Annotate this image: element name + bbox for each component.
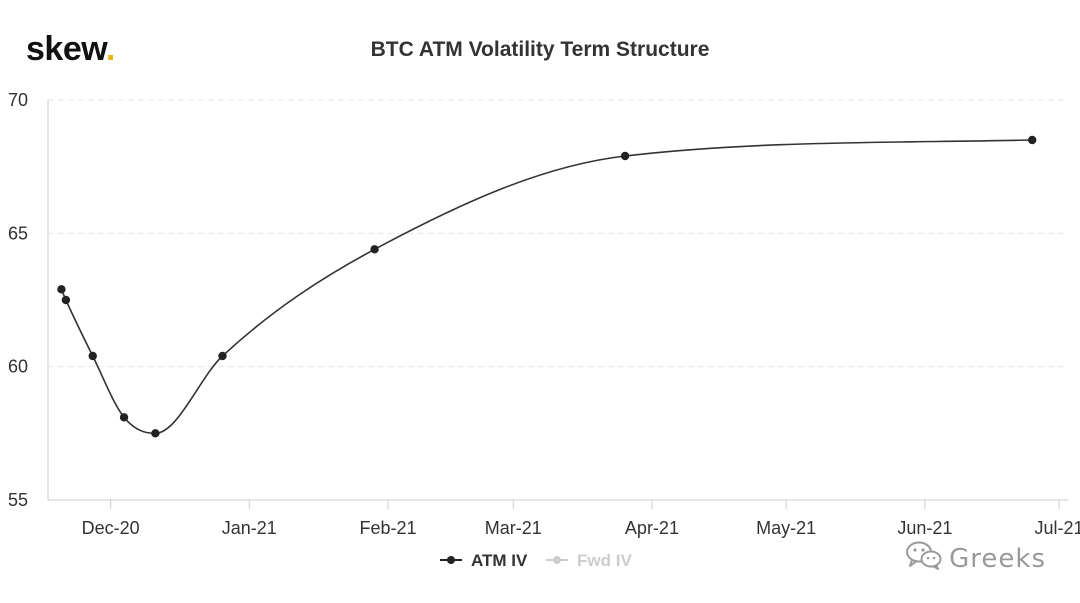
y-tick-label: 60 bbox=[8, 357, 28, 377]
x-tick-label: Mar-21 bbox=[485, 518, 542, 538]
y-tick-label: 70 bbox=[8, 90, 28, 110]
legend: ATM IV Fwd IV bbox=[440, 551, 632, 570]
x-tick-label: Dec-20 bbox=[82, 518, 140, 538]
y-tick-label: 65 bbox=[8, 223, 28, 243]
x-tick-label: Jan-21 bbox=[222, 518, 277, 538]
data-point bbox=[57, 285, 66, 294]
watermark: Greeks bbox=[905, 540, 1046, 577]
x-tick-label: Apr-21 bbox=[625, 518, 679, 538]
data-point bbox=[620, 151, 630, 161]
data-point bbox=[119, 413, 129, 422]
x-tick-label: Jul-21 bbox=[1035, 518, 1080, 538]
y-tick-label: 55 bbox=[8, 490, 28, 510]
series-line-atm-iv bbox=[60, 139, 1033, 435]
data-point bbox=[1028, 135, 1037, 145]
data-point bbox=[370, 245, 379, 254]
x-tick-label: Feb-21 bbox=[359, 518, 416, 538]
legend-symbol-dot bbox=[553, 556, 561, 564]
data-point bbox=[88, 351, 97, 361]
chart-title: BTC ATM Volatility Term Structure bbox=[370, 38, 710, 61]
data-point bbox=[61, 295, 71, 305]
legend-item-atm-iv: ATM IV bbox=[471, 551, 528, 570]
legend-symbol-dot bbox=[447, 556, 455, 564]
x-tick-label: Jun-21 bbox=[897, 518, 952, 538]
wechat-icon bbox=[905, 540, 943, 577]
x-tick-label: May-21 bbox=[756, 518, 816, 538]
skew-logo: skew. bbox=[26, 30, 115, 68]
data-point bbox=[218, 351, 227, 361]
legend-item-fwd-iv: Fwd IV bbox=[577, 551, 632, 570]
data-point bbox=[151, 429, 160, 438]
watermark-text: Greeks bbox=[949, 543, 1046, 574]
